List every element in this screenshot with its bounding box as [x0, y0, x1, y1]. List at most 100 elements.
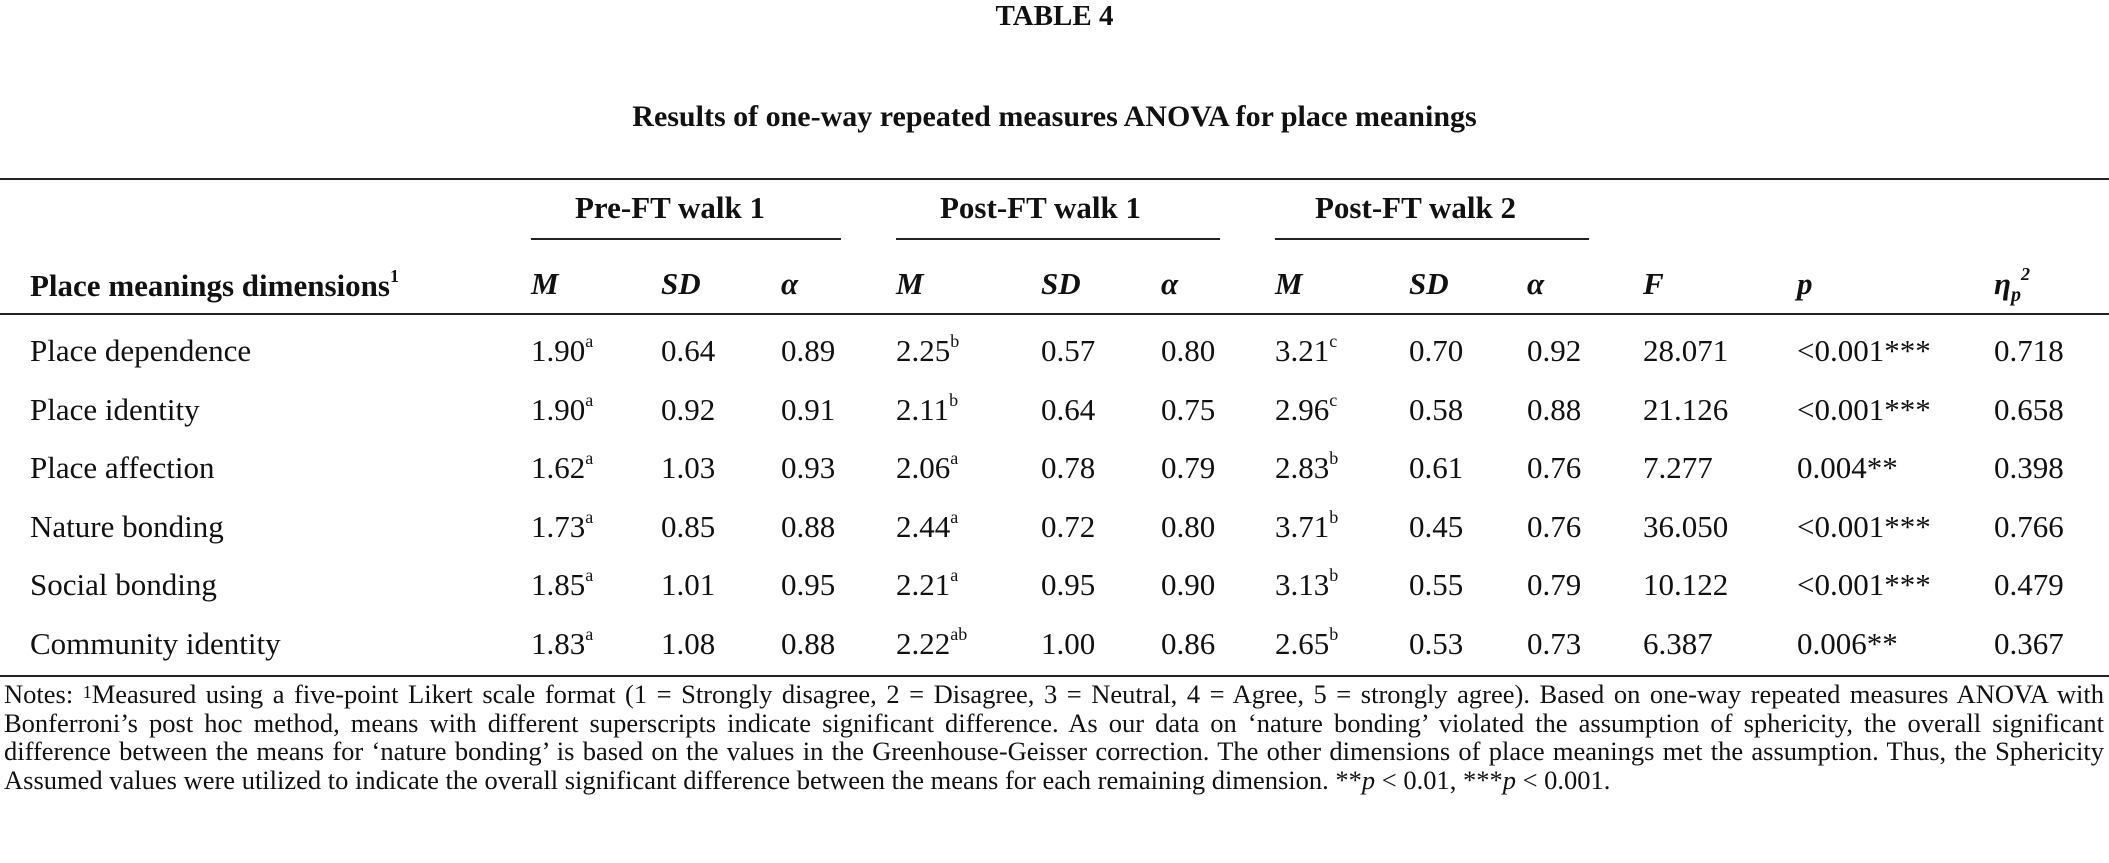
p-value-cell: 0.006**	[1797, 626, 1898, 662]
table-cell-superscript: a	[585, 506, 594, 527]
row-label: Place affection	[30, 450, 214, 486]
table-cell: 3.21c	[1275, 331, 1338, 369]
group-header-post-walk2: Post-FT walk 2	[1315, 190, 1516, 225]
table-cell-superscript: a	[950, 506, 959, 527]
header-m-3: M	[1275, 266, 1303, 301]
eta-value-cell-value: 0.658	[1994, 391, 2064, 427]
header-dimension-note: 1	[389, 266, 399, 286]
table-cell-value: 1.62	[531, 450, 586, 486]
p-value-cell: 0.004**	[1797, 450, 1898, 486]
table-cell: 0.86	[1161, 626, 1215, 662]
table-cell: 3.71b	[1275, 507, 1338, 545]
table-cell: 1.03	[661, 450, 715, 486]
table-caption: Results of one-way repeated measures ANO…	[632, 100, 1477, 133]
table-cell: 1.73a	[531, 506, 594, 545]
table-cell-value: 1.90	[531, 333, 586, 368]
table-cell: 0.80	[1161, 509, 1215, 545]
table-cell-value: 0.45	[1409, 508, 1464, 544]
table-cell-value: 0.75	[1161, 391, 1216, 427]
table-cell-superscript: b	[950, 331, 960, 351]
table-cell: 0.79	[1527, 567, 1581, 603]
table-cell: 2.65b	[1275, 624, 1338, 662]
row-label-value: Place identity	[30, 391, 200, 427]
table-cell-value: 1.90	[531, 391, 586, 427]
row-label: Social bonding	[30, 567, 217, 603]
table-cell-superscript: a	[585, 331, 594, 351]
table-cell: 2.83b	[1275, 448, 1338, 486]
notes-sig1-stars: **	[1335, 764, 1362, 795]
f-value-cell: 7.277	[1643, 450, 1713, 486]
notes-sig2-stars: ***	[1462, 764, 1503, 795]
table-cell-value: 1.03	[661, 450, 716, 486]
table-cell: 2.25b	[896, 331, 960, 369]
table-cell-value: 0.80	[1161, 333, 1216, 368]
notes-sig2-rest: < 0.001.	[1515, 764, 1611, 795]
table-cell-value: 0.78	[1041, 450, 1096, 486]
table-cell-value: 0.89	[781, 333, 836, 368]
table-cell: 1.90a	[531, 390, 593, 428]
table-cell: 0.53	[1409, 626, 1463, 662]
table-cell-value: 0.88	[781, 508, 836, 544]
f-value-cell-value: 7.277	[1643, 450, 1713, 486]
f-value-cell: 21.126	[1643, 392, 1728, 428]
header-m-2: M	[896, 266, 924, 301]
table-cell-value: 2.06	[896, 450, 951, 486]
table-cell-value: 0.72	[1041, 508, 1096, 544]
table-cell-value: 1.01	[661, 567, 716, 603]
p-value-cell-value: <0.001***	[1797, 333, 1931, 368]
row-label: Place dependence	[30, 333, 251, 369]
p-value-cell-value: 0.006**	[1797, 626, 1898, 661]
table-cell: 0.91	[781, 392, 835, 428]
table-cell-superscript: a	[585, 565, 594, 586]
header-alpha-1: α	[781, 266, 799, 301]
table-cell: 1.62a	[531, 448, 593, 486]
row-label-value: Place affection	[30, 450, 215, 486]
table-cell: 0.72	[1041, 509, 1095, 545]
table-cell: 1.00	[1041, 626, 1095, 662]
eta-value-cell-value: 0.398	[1994, 450, 2064, 486]
header-eta: ηp2	[1994, 264, 2031, 307]
table-cell-value: 0.70	[1409, 333, 1464, 368]
table-cell: 0.92	[1527, 333, 1581, 369]
row-label: Place identity	[30, 392, 200, 428]
table-cell-superscript: b	[1329, 565, 1339, 586]
table-cell: 0.78	[1041, 450, 1095, 486]
table-cell: 0.75	[1161, 392, 1215, 428]
table-cell-value: 0.91	[781, 391, 836, 427]
table-cell: 0.88	[781, 626, 835, 662]
header-p: p	[1797, 266, 1813, 301]
table-cell-superscript: a	[585, 624, 594, 644]
table-cell-superscript: c	[1329, 389, 1338, 410]
eta-value-cell: 0.766	[1994, 509, 2064, 545]
eta-value-cell-value: 0.718	[1994, 333, 2064, 368]
notes-sig2-p: p	[1502, 764, 1516, 795]
table-cell-value: 1.83	[531, 626, 586, 661]
f-value-cell-value: 6.387	[1643, 626, 1713, 661]
table-cell-superscript: c	[1329, 331, 1338, 351]
eta-value-cell: 0.398	[1994, 450, 2064, 486]
header-alpha-2: α	[1161, 266, 1179, 301]
table-cell: 0.55	[1409, 567, 1463, 603]
header-eta-sub: p	[2011, 284, 2022, 307]
table-cell: 0.80	[1161, 333, 1215, 369]
group-underline-pre-walk1	[531, 238, 841, 240]
table-cell-value: 0.92	[1527, 333, 1582, 368]
f-value-cell: 10.122	[1643, 567, 1728, 603]
table-cell-value: 0.95	[1041, 567, 1096, 603]
p-value-cell-value: <0.001***	[1797, 391, 1931, 427]
table-cell-value: 0.79	[1161, 450, 1216, 486]
table-cell-value: 0.58	[1409, 391, 1464, 427]
p-value-cell: <0.001***	[1797, 333, 1931, 369]
table-cell-value: 0.80	[1161, 508, 1216, 544]
f-value-cell: 6.387	[1643, 626, 1713, 662]
f-value-cell-value: 10.122	[1643, 567, 1729, 603]
f-value-cell-value: 28.071	[1643, 333, 1729, 368]
group-underline-post-walk2	[1275, 238, 1589, 240]
group-header-post-walk1: Post-FT walk 1	[940, 190, 1141, 225]
table-cell: 2.44a	[896, 506, 959, 545]
header-eta-sup: 2	[2021, 264, 2031, 284]
table-cell-value: 2.44	[896, 508, 951, 544]
table-cell-value: 3.71	[1275, 508, 1330, 544]
eta-value-cell-value: 0.766	[1994, 508, 2064, 544]
eta-value-cell: 0.479	[1994, 567, 2064, 603]
